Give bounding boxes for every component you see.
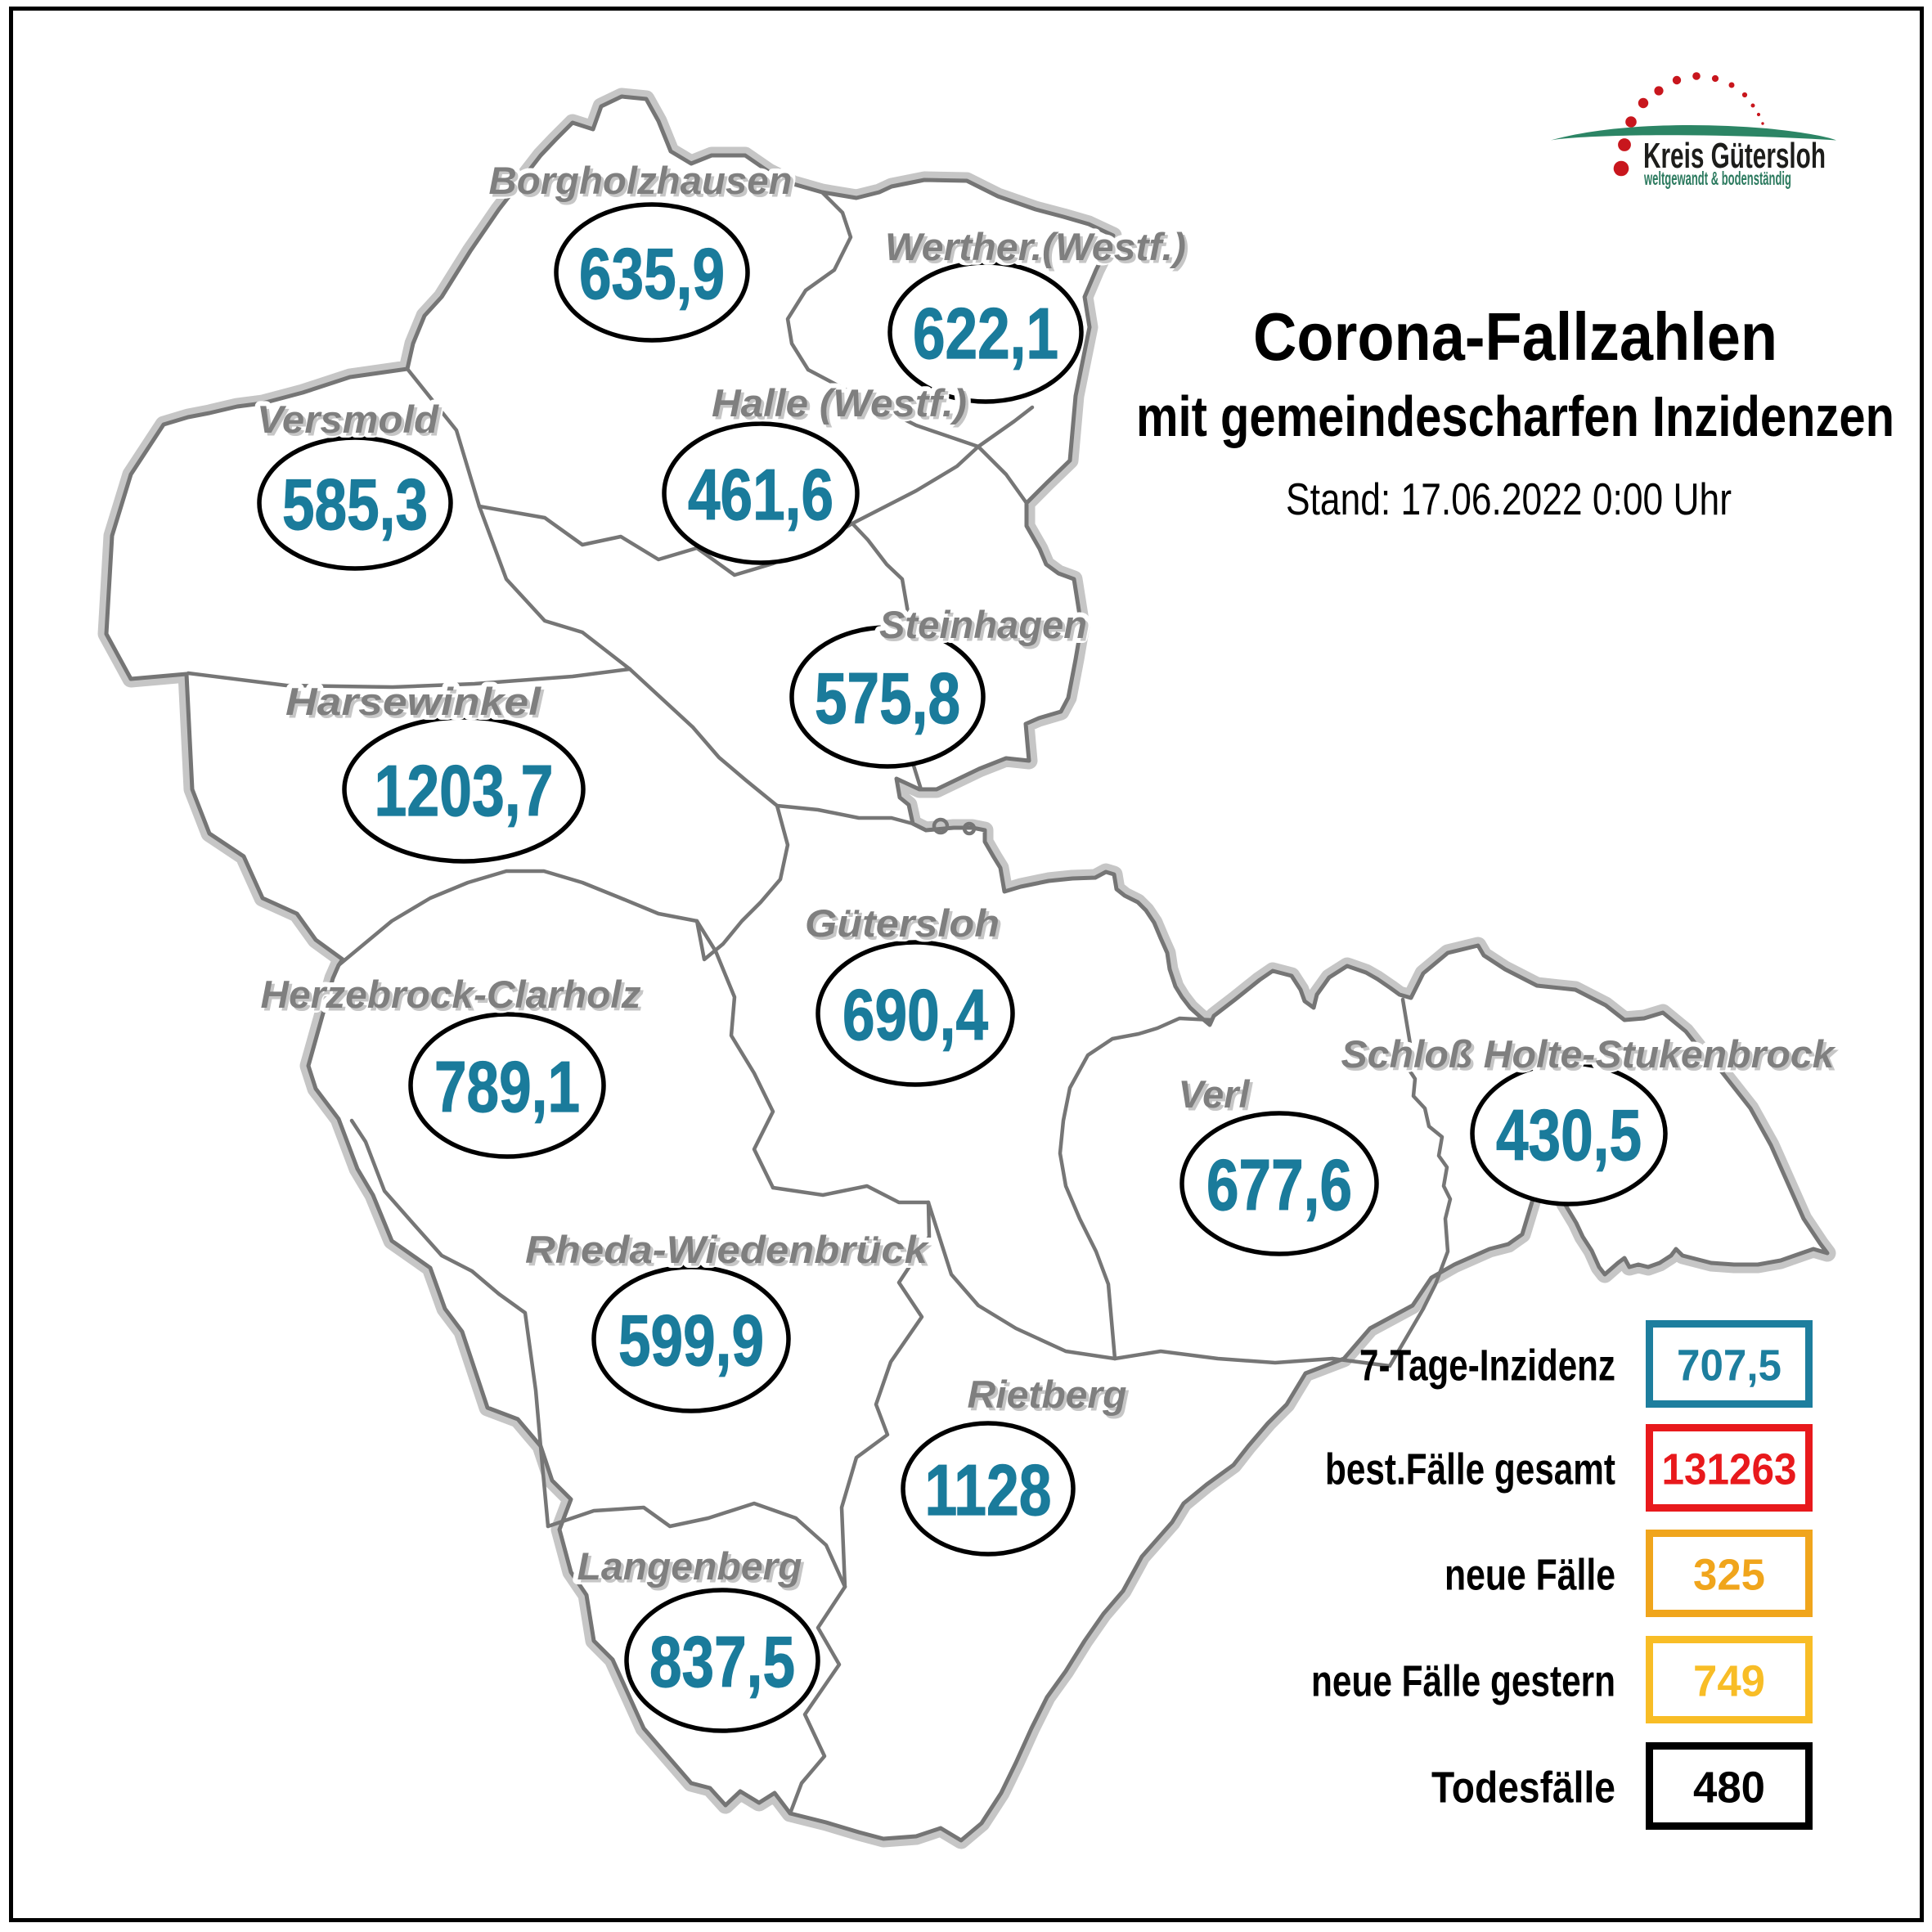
svg-text:Rietberg: Rietberg [968,1373,1127,1416]
svg-text:131263: 131263 [1662,1445,1797,1494]
svg-text:Steinhagen: Steinhagen [879,603,1087,646]
svg-text:Langenberg: Langenberg [577,1544,802,1588]
svg-text:585,3: 585,3 [282,464,428,545]
svg-text:575,8: 575,8 [815,658,960,739]
svg-text:461,6: 461,6 [688,454,833,535]
svg-text:Schloß Holte-Stukenbrock: Schloß Holte-Stukenbrock [1341,1032,1837,1076]
svg-text:Versmold: Versmold [257,398,439,441]
svg-text:Versmold: Versmold [260,401,443,444]
svg-text:Halle (Westf.): Halle (Westf.) [712,381,967,425]
svg-text:Gütersloh: Gütersloh [805,901,1000,945]
svg-text:Borgholzhausen: Borgholzhausen [489,159,793,202]
svg-text:neue Fälle: neue Fälle [1445,1551,1615,1600]
svg-text:Rietberg: Rietberg [970,1376,1130,1419]
svg-text:Stand: 17.06.2022 0:00 Uhr: Stand: 17.06.2022 0:00 Uhr [1286,474,1732,524]
svg-text:Schloß Holte-Stukenbrock: Schloß Holte-Stukenbrock [1341,1032,1837,1076]
svg-text:1128: 1128 [925,1449,1052,1530]
svg-text:Rheda-Wiedenbrück: Rheda-Wiedenbrück [525,1228,930,1271]
svg-text:Langenberg: Langenberg [577,1544,802,1588]
svg-text:weltgewandt & bodenständig: weltgewandt & bodenständig [1643,168,1791,189]
svg-text:749: 749 [1693,1657,1765,1706]
svg-text:Verl: Verl [1179,1072,1251,1116]
svg-text:Werther.(Westf.): Werther.(Westf.) [888,228,1189,272]
svg-text:430,5: 430,5 [1496,1094,1642,1175]
svg-text:Halle (Westf.): Halle (Westf.) [715,384,970,428]
svg-text:7-Tage-Inzidenz: 7-Tage-Inzidenz [1359,1341,1615,1391]
svg-text:Steinhagen: Steinhagen [879,603,1087,646]
svg-text:Harsewinkel: Harsewinkel [289,683,545,726]
svg-text:Werther.(Westf.): Werther.(Westf.) [885,225,1186,268]
svg-text:Werther.(Westf.): Werther.(Westf.) [885,225,1186,268]
svg-text:677,6: 677,6 [1206,1144,1352,1225]
svg-text:Harsewinkel: Harsewinkel [285,680,541,723]
svg-text:Rietberg: Rietberg [968,1373,1127,1416]
svg-text:Todesfälle: Todesfälle [1431,1764,1615,1813]
svg-text:Steinhagen: Steinhagen [883,606,1090,649]
svg-text:Rheda-Wiedenbrück: Rheda-Wiedenbrück [528,1231,933,1274]
svg-text:Herzebrock-Clarholz: Herzebrock-Clarholz [263,976,645,1019]
svg-text:best.Fälle gesamt: best.Fälle gesamt [1325,1445,1615,1494]
svg-text:599,9: 599,9 [618,1300,764,1381]
svg-text:690,4: 690,4 [842,974,988,1055]
svg-text:Halle (Westf.): Halle (Westf.) [712,381,967,425]
svg-text:Kreis Gütersloh: Kreis Gütersloh [1643,136,1826,176]
svg-text:Verl: Verl [1181,1076,1253,1119]
svg-text:Versmold: Versmold [257,398,439,441]
svg-text:622,1: 622,1 [913,293,1058,374]
svg-text:Borgholzhausen: Borgholzhausen [489,159,793,202]
svg-text:Corona-Fallzahlen: Corona-Fallzahlen [1253,299,1777,375]
svg-text:Herzebrock-Clarholz: Herzebrock-Clarholz [261,973,642,1016]
svg-text:789,1: 789,1 [434,1046,580,1127]
svg-text:neue Fälle gestern: neue Fälle gestern [1311,1657,1615,1706]
svg-text:707,5: 707,5 [1677,1341,1781,1391]
svg-text:mit gemeindescharfen Inzidenze: mit gemeindescharfen Inzidenzen [1136,384,1894,448]
svg-text:Gütersloh: Gütersloh [805,901,1000,945]
svg-text:Borgholzhausen: Borgholzhausen [492,162,795,205]
svg-text:Harsewinkel: Harsewinkel [285,680,541,723]
svg-text:Langenberg: Langenberg [580,1548,805,1591]
svg-text:Rheda-Wiedenbrück: Rheda-Wiedenbrück [525,1228,930,1271]
svg-text:480: 480 [1693,1764,1765,1813]
svg-text:635,9: 635,9 [579,233,725,314]
svg-text:Herzebrock-Clarholz: Herzebrock-Clarholz [261,973,642,1016]
svg-text:Gütersloh: Gütersloh [808,905,1003,948]
svg-text:Verl: Verl [1179,1072,1251,1116]
svg-text:Schloß Holte-Stukenbrock: Schloß Holte-Stukenbrock [1344,1036,1840,1079]
svg-text:837,5: 837,5 [649,1621,795,1702]
svg-text:1203,7: 1203,7 [375,750,554,831]
svg-text:325: 325 [1693,1551,1765,1600]
